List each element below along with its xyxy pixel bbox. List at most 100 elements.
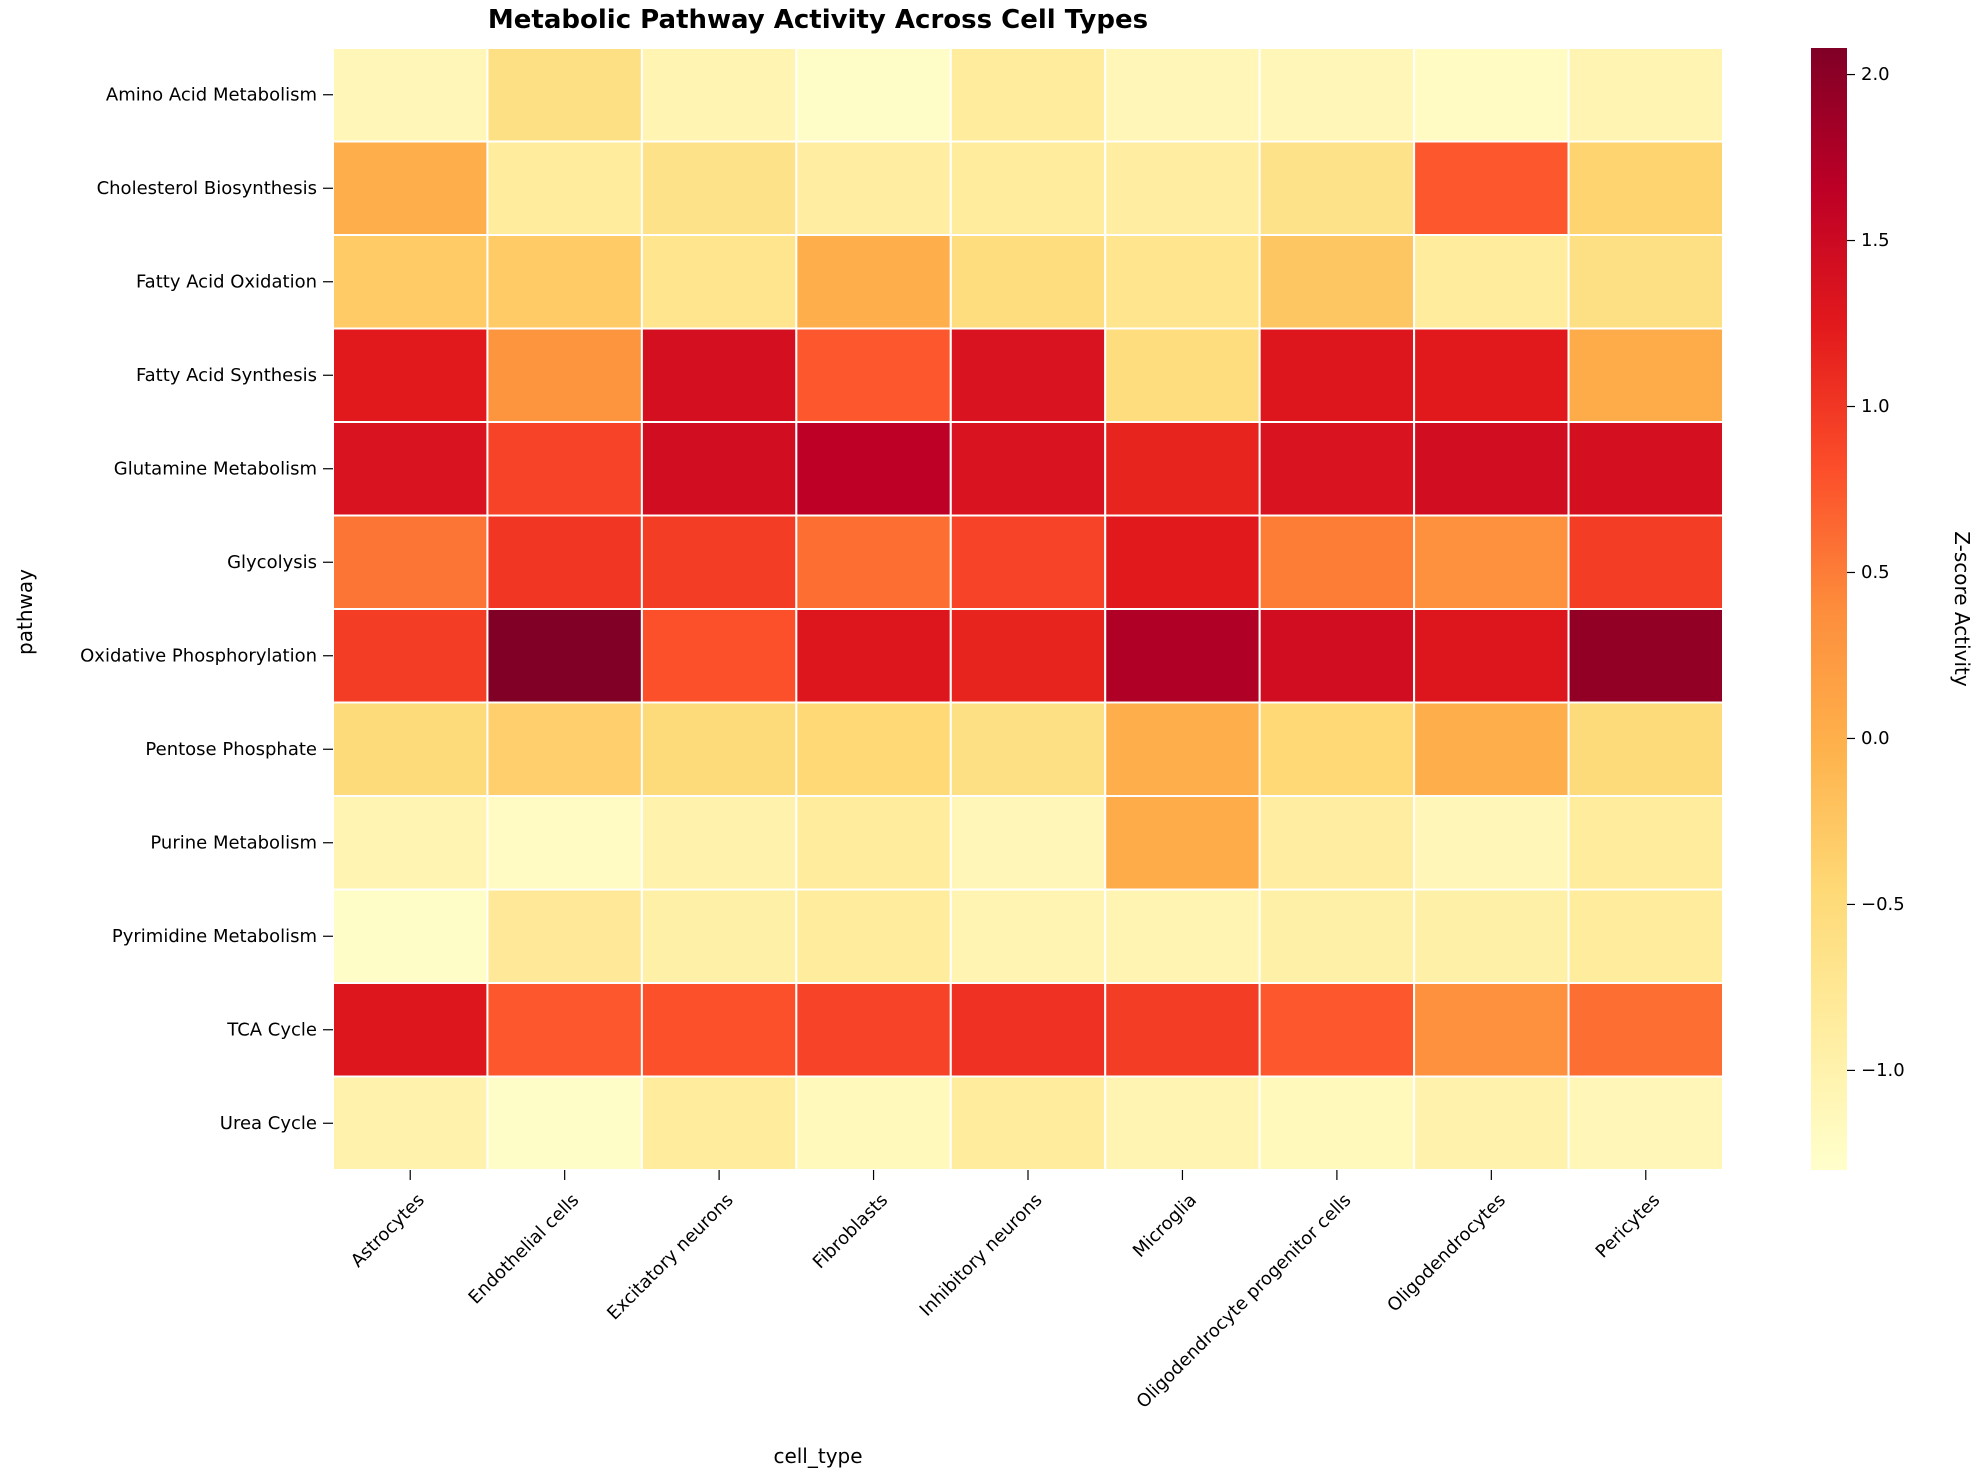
heatmap-cell xyxy=(795,608,952,704)
heatmap-cell xyxy=(1104,795,1261,891)
heatmap-cell xyxy=(1258,421,1416,517)
heatmap-cell xyxy=(1104,140,1261,236)
heatmap-cell xyxy=(1258,795,1416,891)
heatmap-cell xyxy=(949,327,1107,423)
heatmap-cell xyxy=(332,888,489,984)
heatmap-cell xyxy=(1567,888,1724,984)
heatmap-cell xyxy=(486,608,643,704)
heatmap-cell xyxy=(1258,608,1416,704)
colorbar-tick-label: 1.5 xyxy=(1861,230,1890,251)
heatmap-cell xyxy=(1413,514,1570,610)
x-tick-label: Endothelial cells xyxy=(465,1190,584,1309)
heatmap-cell xyxy=(1567,140,1724,236)
heatmap-cell xyxy=(332,608,489,704)
heatmap-cell xyxy=(640,47,798,143)
heatmap-cell xyxy=(949,1075,1107,1171)
heatmap-cell xyxy=(1567,608,1724,704)
heatmap-cell xyxy=(949,608,1107,704)
heatmap-cell xyxy=(795,421,952,517)
heatmap-cell xyxy=(1567,47,1724,143)
heatmap-cell xyxy=(1104,47,1261,143)
heatmap-cell xyxy=(332,327,489,423)
colorbar-label: Z-score Activity xyxy=(1950,531,1972,687)
heatmap-cell xyxy=(795,514,952,610)
heatmap-cell xyxy=(486,982,643,1078)
heatmap-cell xyxy=(640,982,798,1078)
colorbar-tick-label: 1.0 xyxy=(1861,396,1890,417)
heatmap-cell xyxy=(640,888,798,984)
y-tick-label: Amino Acid Metabolism xyxy=(106,84,317,105)
heatmap-cell xyxy=(949,701,1107,797)
colorbar-tick-label: 0.0 xyxy=(1861,728,1890,749)
heatmap-cell xyxy=(1104,982,1261,1078)
heatmap-cell xyxy=(486,888,643,984)
heatmap-cell xyxy=(949,47,1107,143)
heatmap-cell xyxy=(1413,140,1570,236)
heatmap-cell xyxy=(1258,982,1416,1078)
heatmap-cell xyxy=(1567,795,1724,891)
y-tick-label: Purine Metabolism xyxy=(150,832,317,853)
y-tick-label: Glycolysis xyxy=(227,552,317,573)
heatmap-cell xyxy=(1258,701,1416,797)
heatmap-cell xyxy=(1258,140,1416,236)
heatmap-cell xyxy=(795,47,952,143)
heatmap-cell xyxy=(332,514,489,610)
heatmap-cell xyxy=(1413,234,1570,330)
row-labels: Amino Acid Metabolism Cholesterol Biosynt… xyxy=(80,84,333,1134)
y-tick-label: Cholesterol Biosynthesis xyxy=(97,178,317,199)
heatmap-cell xyxy=(1567,421,1724,517)
heatmap-cell xyxy=(1104,327,1261,423)
heatmap-cell xyxy=(795,701,952,797)
heatmap-cell xyxy=(1104,421,1261,517)
colorbar xyxy=(1811,48,1847,1170)
y-tick-label: Urea Cycle xyxy=(220,1113,317,1134)
heatmap-cell xyxy=(795,234,952,330)
colorbar-ticks: 2.0 1.5 1.0 0.5 0.0 −0.5 −1.0 xyxy=(1847,64,1905,1081)
heatmap-cell xyxy=(949,888,1107,984)
heatmap-cell xyxy=(640,608,798,704)
heatmap-cell xyxy=(486,47,643,143)
y-tick-label: Pyrimidine Metabolism xyxy=(112,926,317,947)
x-tick-label: Excitatory neurons xyxy=(603,1190,738,1325)
heatmap-cell xyxy=(486,421,643,517)
x-tick-label: Inhibitory neurons xyxy=(916,1190,1047,1321)
heatmap-cell xyxy=(1258,1075,1416,1171)
heatmap-cell xyxy=(1413,608,1570,704)
heatmap-cell xyxy=(332,982,489,1078)
colorbar-tick-label: −1.0 xyxy=(1861,1060,1905,1081)
heatmap-cell xyxy=(1104,608,1261,704)
heatmap-cell xyxy=(486,514,643,610)
heatmap-cell xyxy=(332,701,489,797)
heatmap-cell xyxy=(1258,327,1416,423)
x-tick-label: Fibroblasts xyxy=(809,1190,892,1273)
heatmap-cell xyxy=(795,327,952,423)
column-labels: Astrocytes Endothelial cells Excitatory ne… xyxy=(347,1170,1664,1413)
y-tick-label: Fatty Acid Synthesis xyxy=(136,365,317,386)
heatmap-cell xyxy=(1567,327,1724,423)
colorbar-tick-label: 2.0 xyxy=(1861,64,1890,85)
heatmap-cell xyxy=(1567,701,1724,797)
heatmap-cell xyxy=(1413,888,1570,984)
heatmap-cell xyxy=(795,888,952,984)
y-tick-label: Fatty Acid Oxidation xyxy=(136,271,317,292)
y-tick-label: Oxidative Phosphorylation xyxy=(80,645,317,666)
heatmap-cell xyxy=(795,140,952,236)
heatmap-cell xyxy=(949,234,1107,330)
heatmap-grid xyxy=(332,47,1724,1171)
heatmap-cell xyxy=(486,1075,643,1171)
heatmap-cell xyxy=(1567,234,1724,330)
heatmap-cell xyxy=(1258,888,1416,984)
chart-title: Metabolic Pathway Activity Across Cell T… xyxy=(488,5,1148,35)
heatmap-cell xyxy=(640,327,798,423)
heatmap-cell xyxy=(640,795,798,891)
heatmap-cell xyxy=(949,140,1107,236)
x-tick-label: Pericytes xyxy=(1592,1190,1665,1263)
heatmap-cell xyxy=(1413,795,1570,891)
heatmap-cell xyxy=(1413,701,1570,797)
heatmap-cell xyxy=(1258,47,1416,143)
heatmap-cell xyxy=(486,701,643,797)
heatmap-cell xyxy=(1104,514,1261,610)
heatmap-cell xyxy=(1104,701,1261,797)
heatmap-cell xyxy=(1413,327,1570,423)
